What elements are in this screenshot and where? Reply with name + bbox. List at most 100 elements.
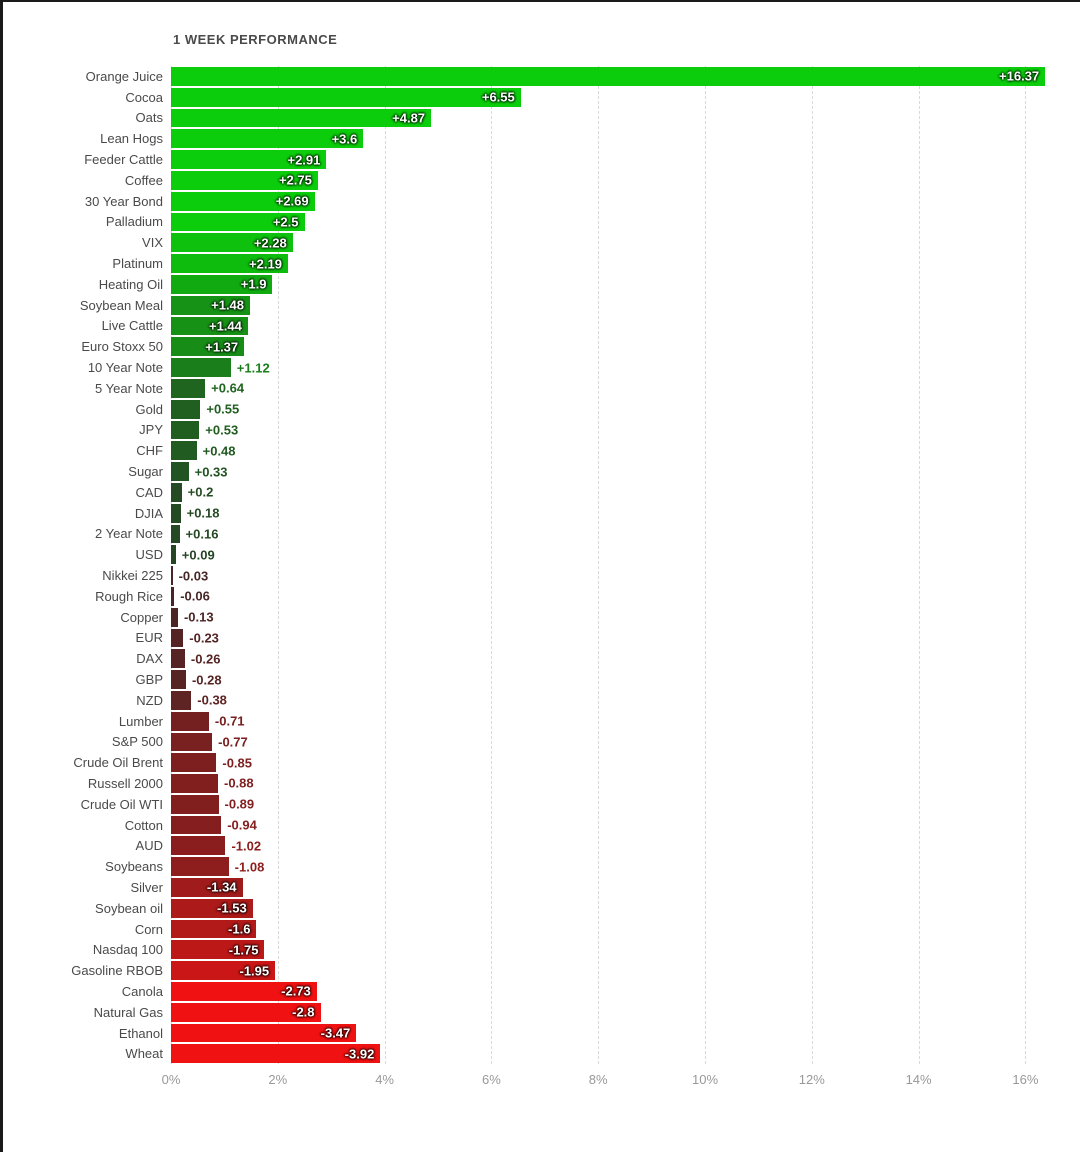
chart-row: EUR -0.23 <box>3 628 1079 649</box>
bar-track: -2.73 <box>171 981 1079 1002</box>
chart-row: Gold +0.55 <box>3 399 1079 420</box>
performance-bar[interactable] <box>171 316 248 336</box>
performance-bar[interactable] <box>171 898 253 918</box>
chart-row: Silver -1.34 <box>3 877 1079 898</box>
bar-track: +0.48 <box>171 440 1079 461</box>
performance-bar[interactable] <box>171 87 521 107</box>
bar-track: -0.13 <box>171 607 1079 628</box>
chart-row: Crude Oil Brent -0.85 <box>3 752 1079 773</box>
category-label: Crude Oil WTI <box>80 796 163 812</box>
category-label: Soybean oil <box>95 900 163 916</box>
chart-row: Ethanol -3.47 <box>3 1023 1079 1044</box>
bar-track: +2.5 <box>171 212 1079 233</box>
x-axis: 0% 2% 4% 6% 8% 10% 12% 14% 16% <box>162 1072 1077 1090</box>
performance-bar[interactable] <box>171 274 273 294</box>
performance-bar[interactable] <box>171 628 184 648</box>
performance-bar[interactable] <box>171 607 178 627</box>
performance-bar[interactable] <box>171 441 197 461</box>
performance-bar[interactable] <box>171 649 185 669</box>
performance-bar[interactable] <box>171 857 229 877</box>
bar-track: -0.77 <box>171 732 1079 753</box>
performance-bar[interactable] <box>171 1023 357 1043</box>
performance-bar[interactable] <box>171 815 222 835</box>
performance-bar[interactable] <box>171 399 201 419</box>
chart-row: AUD -1.02 <box>3 835 1079 856</box>
chart-row: Corn -1.6 <box>3 919 1079 940</box>
category-label: AUD <box>135 838 163 854</box>
gridline <box>1025 66 1027 1064</box>
category-label: Lean Hogs <box>100 131 163 147</box>
value-label: -0.71 <box>214 713 245 729</box>
performance-bar[interactable] <box>171 794 219 814</box>
performance-bar[interactable] <box>171 233 293 253</box>
value-label: +1.12 <box>236 360 270 376</box>
bar-track: -0.28 <box>171 669 1079 690</box>
performance-bar[interactable] <box>171 191 315 211</box>
chart-row: 30 Year Bond +2.69 <box>3 191 1079 212</box>
x-tick-label: 12% <box>798 1072 825 1087</box>
chart-row: Sugar +0.33 <box>3 461 1079 482</box>
performance-bar[interactable] <box>171 753 217 773</box>
performance-bar[interactable] <box>171 586 175 606</box>
performance-bar[interactable] <box>171 940 265 960</box>
performance-bar[interactable] <box>171 690 192 710</box>
value-label: -0.85 <box>222 755 253 771</box>
performance-bar[interactable] <box>171 108 432 128</box>
performance-bar[interactable] <box>171 1044 381 1064</box>
value-label: +3.6 <box>331 131 358 147</box>
performance-bar[interactable] <box>171 150 327 169</box>
performance-bar[interactable] <box>171 378 206 398</box>
value-label: -0.13 <box>183 609 214 625</box>
category-label: Silver <box>130 879 163 895</box>
performance-bar[interactable] <box>171 254 288 273</box>
bar-track: -0.26 <box>171 648 1079 669</box>
performance-bar[interactable] <box>171 358 231 377</box>
performance-bar[interactable] <box>171 1002 321 1022</box>
performance-bar[interactable] <box>171 836 226 856</box>
performance-bar[interactable] <box>171 919 257 939</box>
performance-bar[interactable] <box>171 774 218 793</box>
value-label: -1.53 <box>217 900 247 916</box>
bar-track: +2.28 <box>171 232 1079 253</box>
performance-bar[interactable] <box>171 982 317 1001</box>
bar-rows: Orange Juice +16.37 Cocoa +6.55 Oats +4.87 Lea… <box>3 66 1079 1064</box>
performance-bar[interactable] <box>171 711 209 731</box>
performance-bar[interactable] <box>171 67 1046 86</box>
performance-bar[interactable] <box>171 462 189 481</box>
chart-row: Palladium +2.5 <box>3 212 1079 233</box>
value-label: -0.06 <box>180 588 210 604</box>
bar-track: +3.6 <box>171 128 1079 149</box>
performance-bar[interactable] <box>171 524 180 544</box>
value-label: -0.28 <box>191 672 222 687</box>
category-label: Nikkei 225 <box>102 568 163 584</box>
bar-track: -0.71 <box>171 711 1079 732</box>
category-label: Ethanol <box>118 1025 163 1041</box>
performance-bar[interactable] <box>171 961 276 981</box>
chart-row: S&P 500 -0.77 <box>3 732 1079 753</box>
performance-bar[interactable] <box>171 295 251 315</box>
category-label: VIX <box>142 235 163 251</box>
chart-row: Live Cattle +1.44 <box>3 316 1079 337</box>
performance-bar[interactable] <box>171 170 318 190</box>
bar-track: -1.02 <box>171 835 1079 856</box>
performance-bar[interactable] <box>171 670 186 689</box>
performance-bar[interactable] <box>171 129 364 149</box>
performance-bar[interactable] <box>171 566 173 585</box>
performance-bar[interactable] <box>171 503 181 523</box>
x-tick-label: 8% <box>588 1072 608 1087</box>
value-label: +2.28 <box>253 235 287 251</box>
bar-track: +0.64 <box>171 378 1079 399</box>
performance-bar[interactable] <box>171 420 200 440</box>
category-label: DJIA <box>134 505 163 521</box>
value-label: +1.9 <box>240 276 267 292</box>
performance-bar[interactable] <box>171 337 245 357</box>
performance-bar[interactable] <box>171 545 176 565</box>
performance-bar[interactable] <box>171 212 305 232</box>
bar-track: +1.44 <box>171 316 1079 337</box>
performance-bar[interactable] <box>171 878 243 897</box>
chart-row: Crude Oil WTI -0.89 <box>3 794 1079 815</box>
performance-bar[interactable] <box>171 482 182 502</box>
category-label: Euro Stoxx 50 <box>81 339 163 355</box>
performance-bar[interactable] <box>171 732 213 752</box>
chart-row: Feeder Cattle +2.91 <box>3 149 1079 170</box>
